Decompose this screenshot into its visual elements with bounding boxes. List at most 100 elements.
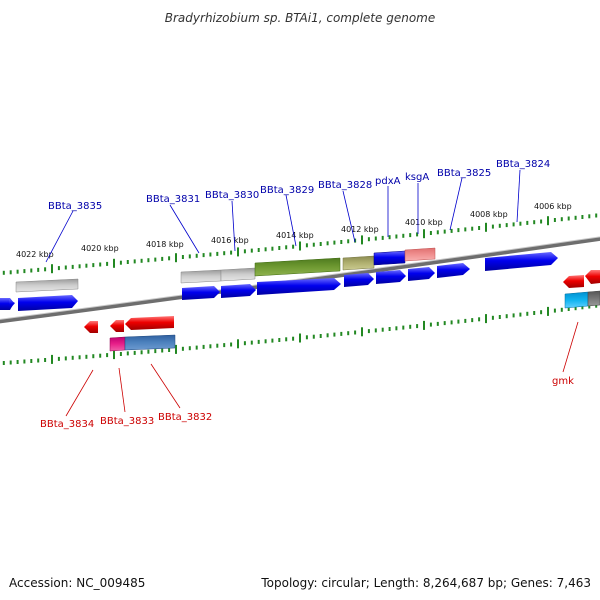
gene-label-forward[interactable]: BBta_3835: [48, 201, 102, 212]
gene-leader-line: [150, 363, 181, 409]
minor-tick: [326, 333, 329, 338]
gene-label-reverse[interactable]: BBta_3834: [40, 419, 94, 430]
major-tick: [547, 216, 549, 226]
minor-tick: [106, 261, 109, 266]
minor-tick: [223, 251, 226, 256]
kbp-label: 4020 kbp: [81, 244, 119, 253]
feature-bar: [564, 291, 589, 309]
gene-leader-line: [231, 200, 236, 252]
gene-arrow-forward[interactable]: [344, 273, 374, 287]
minor-tick: [305, 335, 308, 340]
kbp-label: 4010 kbp: [405, 218, 443, 227]
minor-tick: [216, 251, 219, 256]
gene-label-forward[interactable]: BBta_3830: [205, 190, 259, 201]
lower-feature-track: [109, 290, 600, 352]
minor-tick: [285, 245, 288, 250]
minor-tick: [278, 246, 281, 250]
gene-arrow-forward[interactable]: [257, 278, 341, 295]
gene-arrow-reverse[interactable]: [585, 270, 600, 284]
minor-tick: [567, 216, 570, 221]
gene-label-reverse[interactable]: BBta_3833: [100, 416, 154, 427]
minor-tick: [257, 339, 260, 344]
minor-tick: [216, 343, 219, 348]
minor-tick: [374, 236, 377, 241]
minor-tick: [326, 241, 329, 246]
major-tick: [361, 235, 363, 245]
feature-bar: [254, 257, 341, 277]
minor-tick: [250, 340, 253, 345]
gene-arrow-reverse[interactable]: [563, 275, 584, 288]
minor-tick: [574, 215, 577, 220]
gene-arrow-forward[interactable]: [182, 286, 220, 300]
gene-arrow-forward[interactable]: [408, 267, 435, 281]
gene-label-reverse[interactable]: BBta_3832: [158, 412, 212, 423]
major-tick: [51, 354, 53, 364]
minor-tick: [147, 349, 150, 354]
gene-label-forward[interactable]: BBta_3824: [496, 159, 550, 170]
minor-tick: [271, 338, 274, 343]
minor-tick: [540, 219, 543, 224]
minor-tick: [395, 234, 398, 239]
minor-tick: [202, 344, 205, 349]
minor-tick: [23, 359, 26, 364]
minor-tick: [92, 354, 95, 359]
gene-arrow-forward[interactable]: [221, 284, 256, 298]
gene-arrow-reverse[interactable]: [110, 320, 124, 332]
kbp-label: 4008 kbp: [470, 210, 508, 219]
feature-bar: [15, 278, 79, 293]
kbp-label: 4016 kbp: [211, 236, 249, 245]
minor-tick: [37, 358, 40, 363]
minor-tick: [595, 213, 598, 218]
minor-tick: [581, 215, 584, 219]
gene-leader-line: [342, 190, 356, 243]
minor-tick: [312, 334, 315, 339]
minor-tick: [92, 263, 95, 268]
forward-gene-track: [0, 252, 558, 311]
minor-tick: [106, 353, 109, 358]
gene-label-forward[interactable]: BBta_3828: [318, 180, 372, 191]
gene-leader-line: [169, 204, 200, 254]
gene-label-forward[interactable]: BBta_3831: [146, 194, 200, 205]
kbp-scale: 4022 kbp 4020 kbp 4018 kbp 4016 kbp 4014…: [16, 202, 572, 259]
gene-label-reverse[interactable]: gmk: [552, 376, 574, 387]
minor-tick: [574, 306, 577, 311]
minor-tick: [209, 252, 212, 257]
minor-tick: [367, 329, 370, 334]
minor-tick: [471, 226, 474, 231]
gene-arrow-forward[interactable]: [376, 270, 406, 284]
upper-tick-row: [2, 213, 598, 275]
gene-label-forward[interactable]: BBta_3825: [437, 168, 491, 179]
minor-tick: [257, 248, 260, 252]
minor-tick: [44, 267, 47, 272]
minor-tick: [278, 338, 281, 342]
gene-arrow-reverse[interactable]: [125, 316, 174, 330]
minor-tick: [44, 358, 47, 362]
minor-tick: [519, 221, 522, 226]
minor-tick: [37, 267, 40, 272]
minor-tick: [526, 311, 529, 316]
minor-tick: [195, 345, 198, 350]
major-tick: [299, 241, 301, 251]
gene-arrow-forward[interactable]: [18, 295, 78, 311]
gene-arrow-forward[interactable]: [9, 299, 15, 310]
minor-tick: [202, 253, 205, 258]
gene-arrow-forward[interactable]: [485, 252, 558, 271]
gene-arrow-reverse[interactable]: [84, 321, 98, 333]
major-tick: [423, 320, 425, 330]
minor-tick: [347, 239, 350, 244]
minor-tick: [354, 238, 357, 243]
gene-arrow-forward[interactable]: [437, 263, 470, 278]
gene-label-forward[interactable]: ksgA: [405, 172, 429, 183]
minor-tick: [498, 315, 501, 319]
minor-tick: [264, 247, 267, 252]
minor-tick: [388, 327, 391, 331]
minor-tick: [292, 244, 295, 249]
minor-tick: [553, 308, 556, 313]
minor-tick: [581, 305, 584, 310]
minor-tick: [526, 220, 529, 225]
gene-label-forward[interactable]: BBta_3829: [260, 185, 314, 196]
gene-label-forward[interactable]: pdxA: [375, 176, 401, 187]
minor-tick: [595, 303, 598, 308]
minor-tick: [2, 361, 5, 365]
minor-tick: [464, 227, 467, 232]
